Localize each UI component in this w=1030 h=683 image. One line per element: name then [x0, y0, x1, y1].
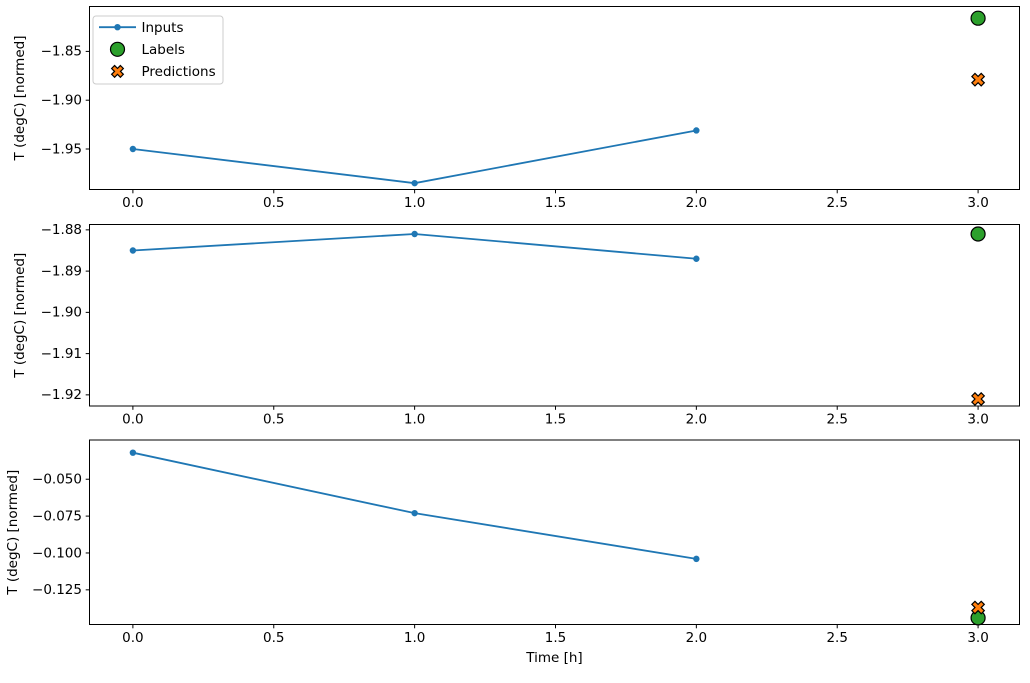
y-tick-label: −1.91 [41, 346, 82, 362]
legend-item-label: Inputs [142, 20, 184, 36]
legend-inputs-marker [114, 24, 121, 31]
labels-marker [970, 610, 986, 626]
x-tick-label: 2.0 [686, 630, 707, 646]
predictions-marker [971, 391, 986, 407]
y-tick-label: −0.050 [32, 472, 82, 488]
y-axis-label: T (degC) [normed] [12, 36, 28, 162]
legend-box [92, 15, 224, 85]
x-tick-label: 0.5 [263, 412, 284, 428]
inputs-marker [129, 449, 137, 456]
x-axis-label: Time [h] [525, 650, 582, 666]
x-tick-label: 2.5 [826, 630, 847, 646]
x-tick-label: 1.0 [404, 412, 425, 428]
y-tick-label: −0.100 [32, 545, 82, 561]
inputs-marker [129, 145, 137, 153]
x-tick-label: 2.0 [686, 195, 707, 211]
x-tick-label: 2.5 [826, 195, 847, 211]
subplot-3: 0.0 0.5 1.0 1.5 2.0 2.5 3.0 −0.050 −0.075 −0.100 −… [5, 439, 1020, 666]
y-tick-label: −1.92 [41, 387, 82, 403]
x-tick-label: 3.0 [967, 412, 988, 428]
axes-frame [89, 439, 1020, 625]
x-tick-label: 2.0 [686, 412, 707, 428]
inputs-marker [411, 509, 418, 517]
y-axis-label: T (degC) [normed] [5, 470, 21, 596]
y-tick-label: −1.95 [41, 141, 82, 157]
y-tick-label: −1.89 [41, 263, 82, 279]
subplot-2: 0.0 0.5 1.0 1.5 2.0 2.5 3.0 −1.88 −1.89 −1.90 −1.9… [12, 222, 1020, 428]
inputs-marker [693, 555, 700, 563]
legend-predictions-marker [110, 64, 125, 79]
predictions-marker [971, 600, 986, 615]
x-tick-label: 0.0 [122, 195, 143, 211]
labels-marker [970, 10, 986, 26]
inputs-marker [411, 179, 418, 187]
inputs-line [132, 233, 697, 260]
x-tick-label: 1.5 [545, 195, 566, 211]
inputs-marker [693, 127, 700, 134]
inputs-marker [693, 255, 700, 262]
x-tick-label: 0.0 [122, 412, 143, 428]
x-tick-label: 1.0 [404, 195, 425, 211]
x-tick-label: 0.5 [263, 630, 284, 646]
x-tick-label: 0.5 [263, 195, 284, 211]
legend-item-label: Predictions [142, 64, 216, 80]
inputs-marker [129, 247, 137, 254]
x-tick-label: 0.0 [122, 630, 143, 646]
inputs-line [132, 451, 697, 560]
y-tick-label: −1.88 [41, 222, 82, 238]
x-tick-label: 3.0 [967, 195, 988, 211]
subplot-1: 0.0 0.5 1.0 1.5 2.0 2.5 3.0 −1.85 −1.90 −1.95 T (d… [12, 6, 1020, 211]
legend-item-label: Labels [142, 42, 185, 58]
y-axis-label: T (degC) [normed] [12, 253, 28, 379]
y-tick-label: −1.85 [41, 44, 82, 60]
axes-frame [89, 224, 1020, 407]
x-tick-label: 1.5 [545, 630, 566, 646]
y-tick-label: −0.075 [32, 508, 82, 524]
legend-labels-marker [109, 41, 126, 57]
labels-marker [970, 226, 986, 242]
y-tick-label: −1.90 [41, 92, 82, 108]
x-tick-label: 1.0 [404, 630, 425, 646]
inputs-line [132, 129, 697, 185]
x-tick-label: 1.5 [545, 412, 566, 428]
x-tick-label: 3.0 [967, 630, 988, 646]
legend: Inputs Labels Predictions [92, 15, 224, 85]
inputs-marker [411, 230, 418, 238]
y-tick-label: −0.125 [32, 582, 82, 598]
axes-frame [89, 6, 1020, 190]
y-tick-label: −1.90 [41, 305, 82, 321]
x-tick-label: 2.5 [826, 412, 847, 428]
predictions-marker [971, 72, 986, 87]
